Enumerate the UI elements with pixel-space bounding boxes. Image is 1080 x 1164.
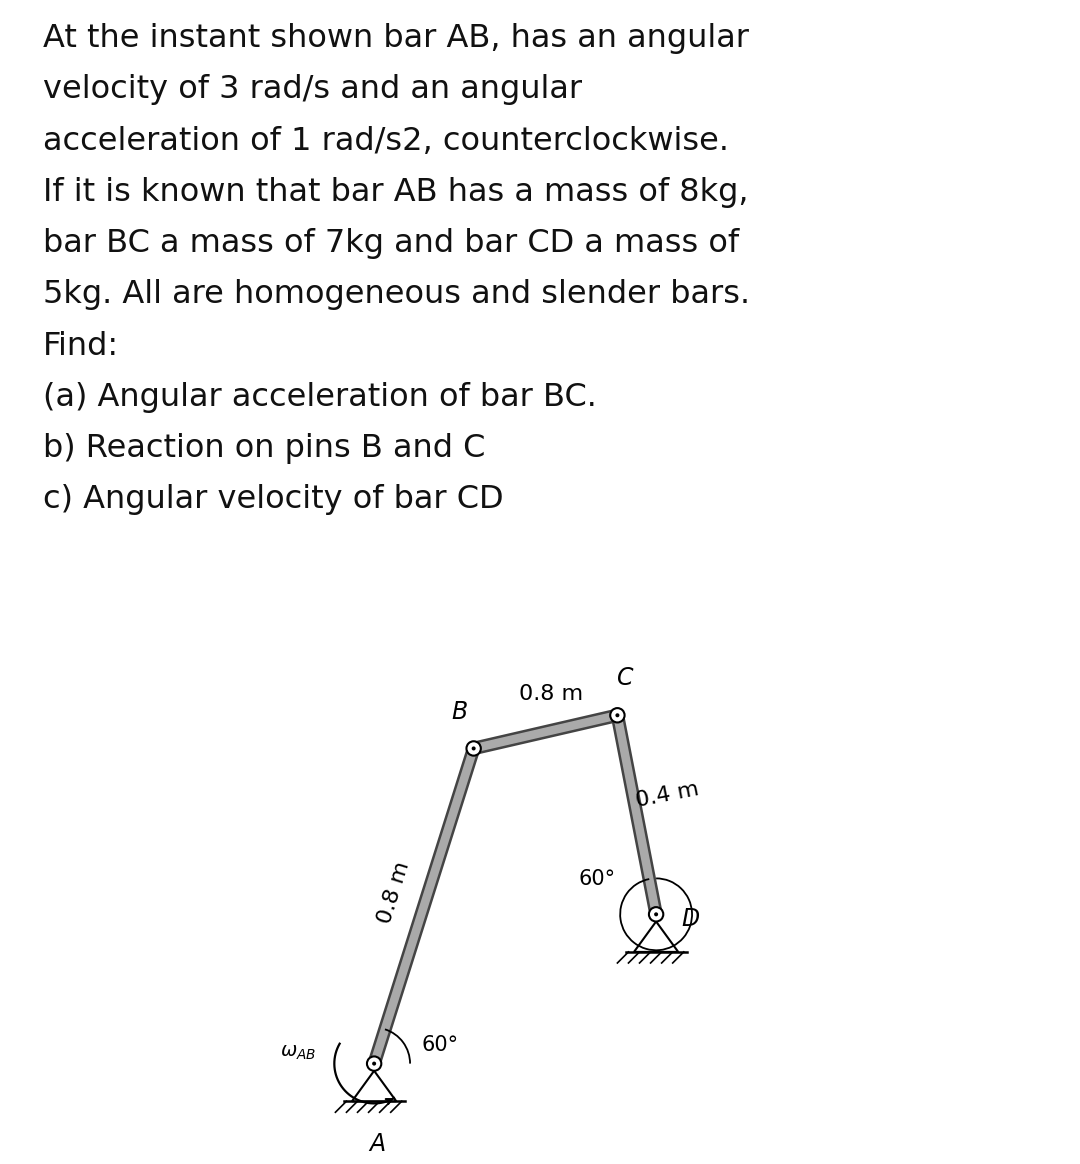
Circle shape (654, 913, 658, 916)
Text: C: C (618, 667, 634, 690)
Polygon shape (472, 710, 619, 754)
Text: velocity of 3 rad/s and an angular: velocity of 3 rad/s and an angular (43, 74, 582, 106)
Text: 0.4 m: 0.4 m (634, 780, 701, 811)
Text: 60°: 60° (421, 1035, 458, 1056)
Text: 0.8 m: 0.8 m (375, 859, 413, 925)
Circle shape (467, 741, 481, 755)
Text: $\omega_{AB}$: $\omega_{AB}$ (280, 1043, 316, 1062)
Text: acceleration of 1 rad/s2, counterclockwise.: acceleration of 1 rad/s2, counterclockwi… (43, 126, 729, 157)
Circle shape (367, 1057, 381, 1071)
Text: At the instant shown bar AB, has an angular: At the instant shown bar AB, has an angu… (43, 23, 750, 55)
Text: Find:: Find: (43, 331, 119, 362)
Text: 5kg. All are homogeneous and slender bars.: 5kg. All are homogeneous and slender bar… (43, 279, 751, 311)
Text: A: A (369, 1131, 384, 1156)
Polygon shape (634, 922, 678, 952)
Text: (a) Angular acceleration of bar BC.: (a) Angular acceleration of bar BC. (43, 382, 597, 413)
Text: 0.8 m: 0.8 m (519, 684, 583, 704)
Circle shape (472, 746, 475, 751)
Polygon shape (612, 715, 662, 915)
Circle shape (373, 1062, 376, 1065)
Circle shape (649, 907, 663, 922)
Text: D: D (681, 907, 699, 931)
Text: B: B (451, 700, 468, 724)
Text: 60°: 60° (579, 870, 616, 889)
Text: If it is known that bar AB has a mass of 8kg,: If it is known that bar AB has a mass of… (43, 177, 748, 208)
Text: c) Angular velocity of bar CD: c) Angular velocity of bar CD (43, 484, 504, 516)
Text: bar BC a mass of 7kg and bar CD a mass of: bar BC a mass of 7kg and bar CD a mass o… (43, 228, 740, 260)
Polygon shape (352, 1071, 396, 1101)
Circle shape (610, 708, 624, 723)
Circle shape (616, 714, 620, 717)
Text: b) Reaction on pins B and C: b) Reaction on pins B and C (43, 433, 486, 464)
Polygon shape (369, 747, 478, 1065)
